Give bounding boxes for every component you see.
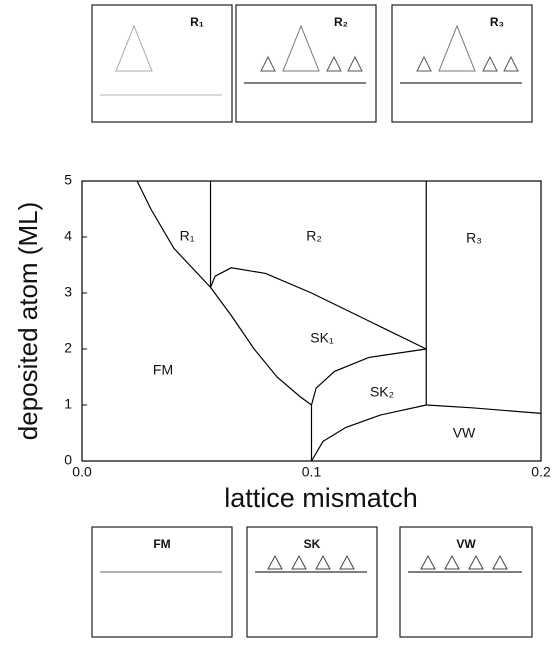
inset-label: VW — [456, 537, 476, 551]
inset: R₃ — [391, 4, 533, 123]
inset-label: FM — [153, 537, 170, 551]
triangle-island — [347, 55, 363, 72]
region-label: R₂ — [306, 228, 322, 244]
phase-boundary — [310, 348, 427, 406]
inset-frame — [91, 4, 233, 123]
x-tick-label: 0.2 — [531, 464, 551, 480]
triangle-island — [482, 55, 498, 72]
inset-frame — [391, 4, 533, 123]
triangle-island — [267, 554, 283, 570]
triangle-island — [492, 554, 508, 570]
triangle-island — [291, 554, 307, 570]
y-tick-label: 0 — [64, 452, 72, 468]
phase-boundary — [210, 287, 312, 406]
inset-label: R₃ — [490, 15, 504, 29]
x-axis-title: lattice mismatch — [224, 483, 418, 513]
y-tick-label: 5 — [64, 172, 72, 188]
triangle-island — [115, 24, 153, 72]
inset-label: SK — [304, 537, 321, 551]
triangle-island — [420, 554, 436, 570]
phase-boundary — [426, 404, 542, 414]
inset-label: R₁ — [190, 15, 204, 29]
region-label: FM — [153, 362, 173, 378]
inset-frame — [246, 526, 378, 638]
phase-boundary — [136, 180, 211, 288]
inset: FM — [91, 526, 233, 638]
inset: R₂ — [235, 4, 377, 123]
region-label: R₁ — [180, 228, 195, 244]
triangle-island — [339, 554, 355, 570]
y-axis-title: deposited atom (ML) — [13, 202, 43, 440]
inset: SK — [246, 526, 378, 638]
triangle-island — [444, 554, 460, 570]
region-label: SK₁ — [310, 330, 334, 346]
triangle-island — [416, 55, 432, 72]
y-tick-label: 2 — [64, 340, 72, 356]
triangle-island — [315, 554, 331, 570]
inset-frame — [91, 526, 233, 638]
x-tick-label: 0.1 — [302, 464, 322, 480]
triangle-island — [438, 24, 476, 72]
triangle-island — [260, 55, 276, 72]
phase-boundary — [310, 404, 427, 462]
triangle-island — [503, 55, 519, 72]
triangle-island — [282, 24, 320, 72]
inset-frame — [235, 4, 377, 123]
phase-boundary — [209, 267, 427, 350]
inset: R₁ — [91, 4, 233, 123]
triangle-island — [468, 554, 484, 570]
region-label: R₃ — [466, 230, 482, 246]
y-tick-label: 1 — [64, 396, 72, 412]
triangle-island — [326, 55, 342, 72]
y-tick-label: 4 — [64, 228, 72, 244]
inset-label: R₂ — [334, 15, 348, 29]
y-tick-label: 3 — [64, 284, 72, 300]
region-label: VW — [453, 425, 476, 441]
inset-frame — [399, 526, 533, 638]
x-tick-label: 0.0 — [72, 464, 92, 480]
region-label: SK₂ — [370, 384, 394, 400]
inset: VW — [399, 526, 533, 638]
